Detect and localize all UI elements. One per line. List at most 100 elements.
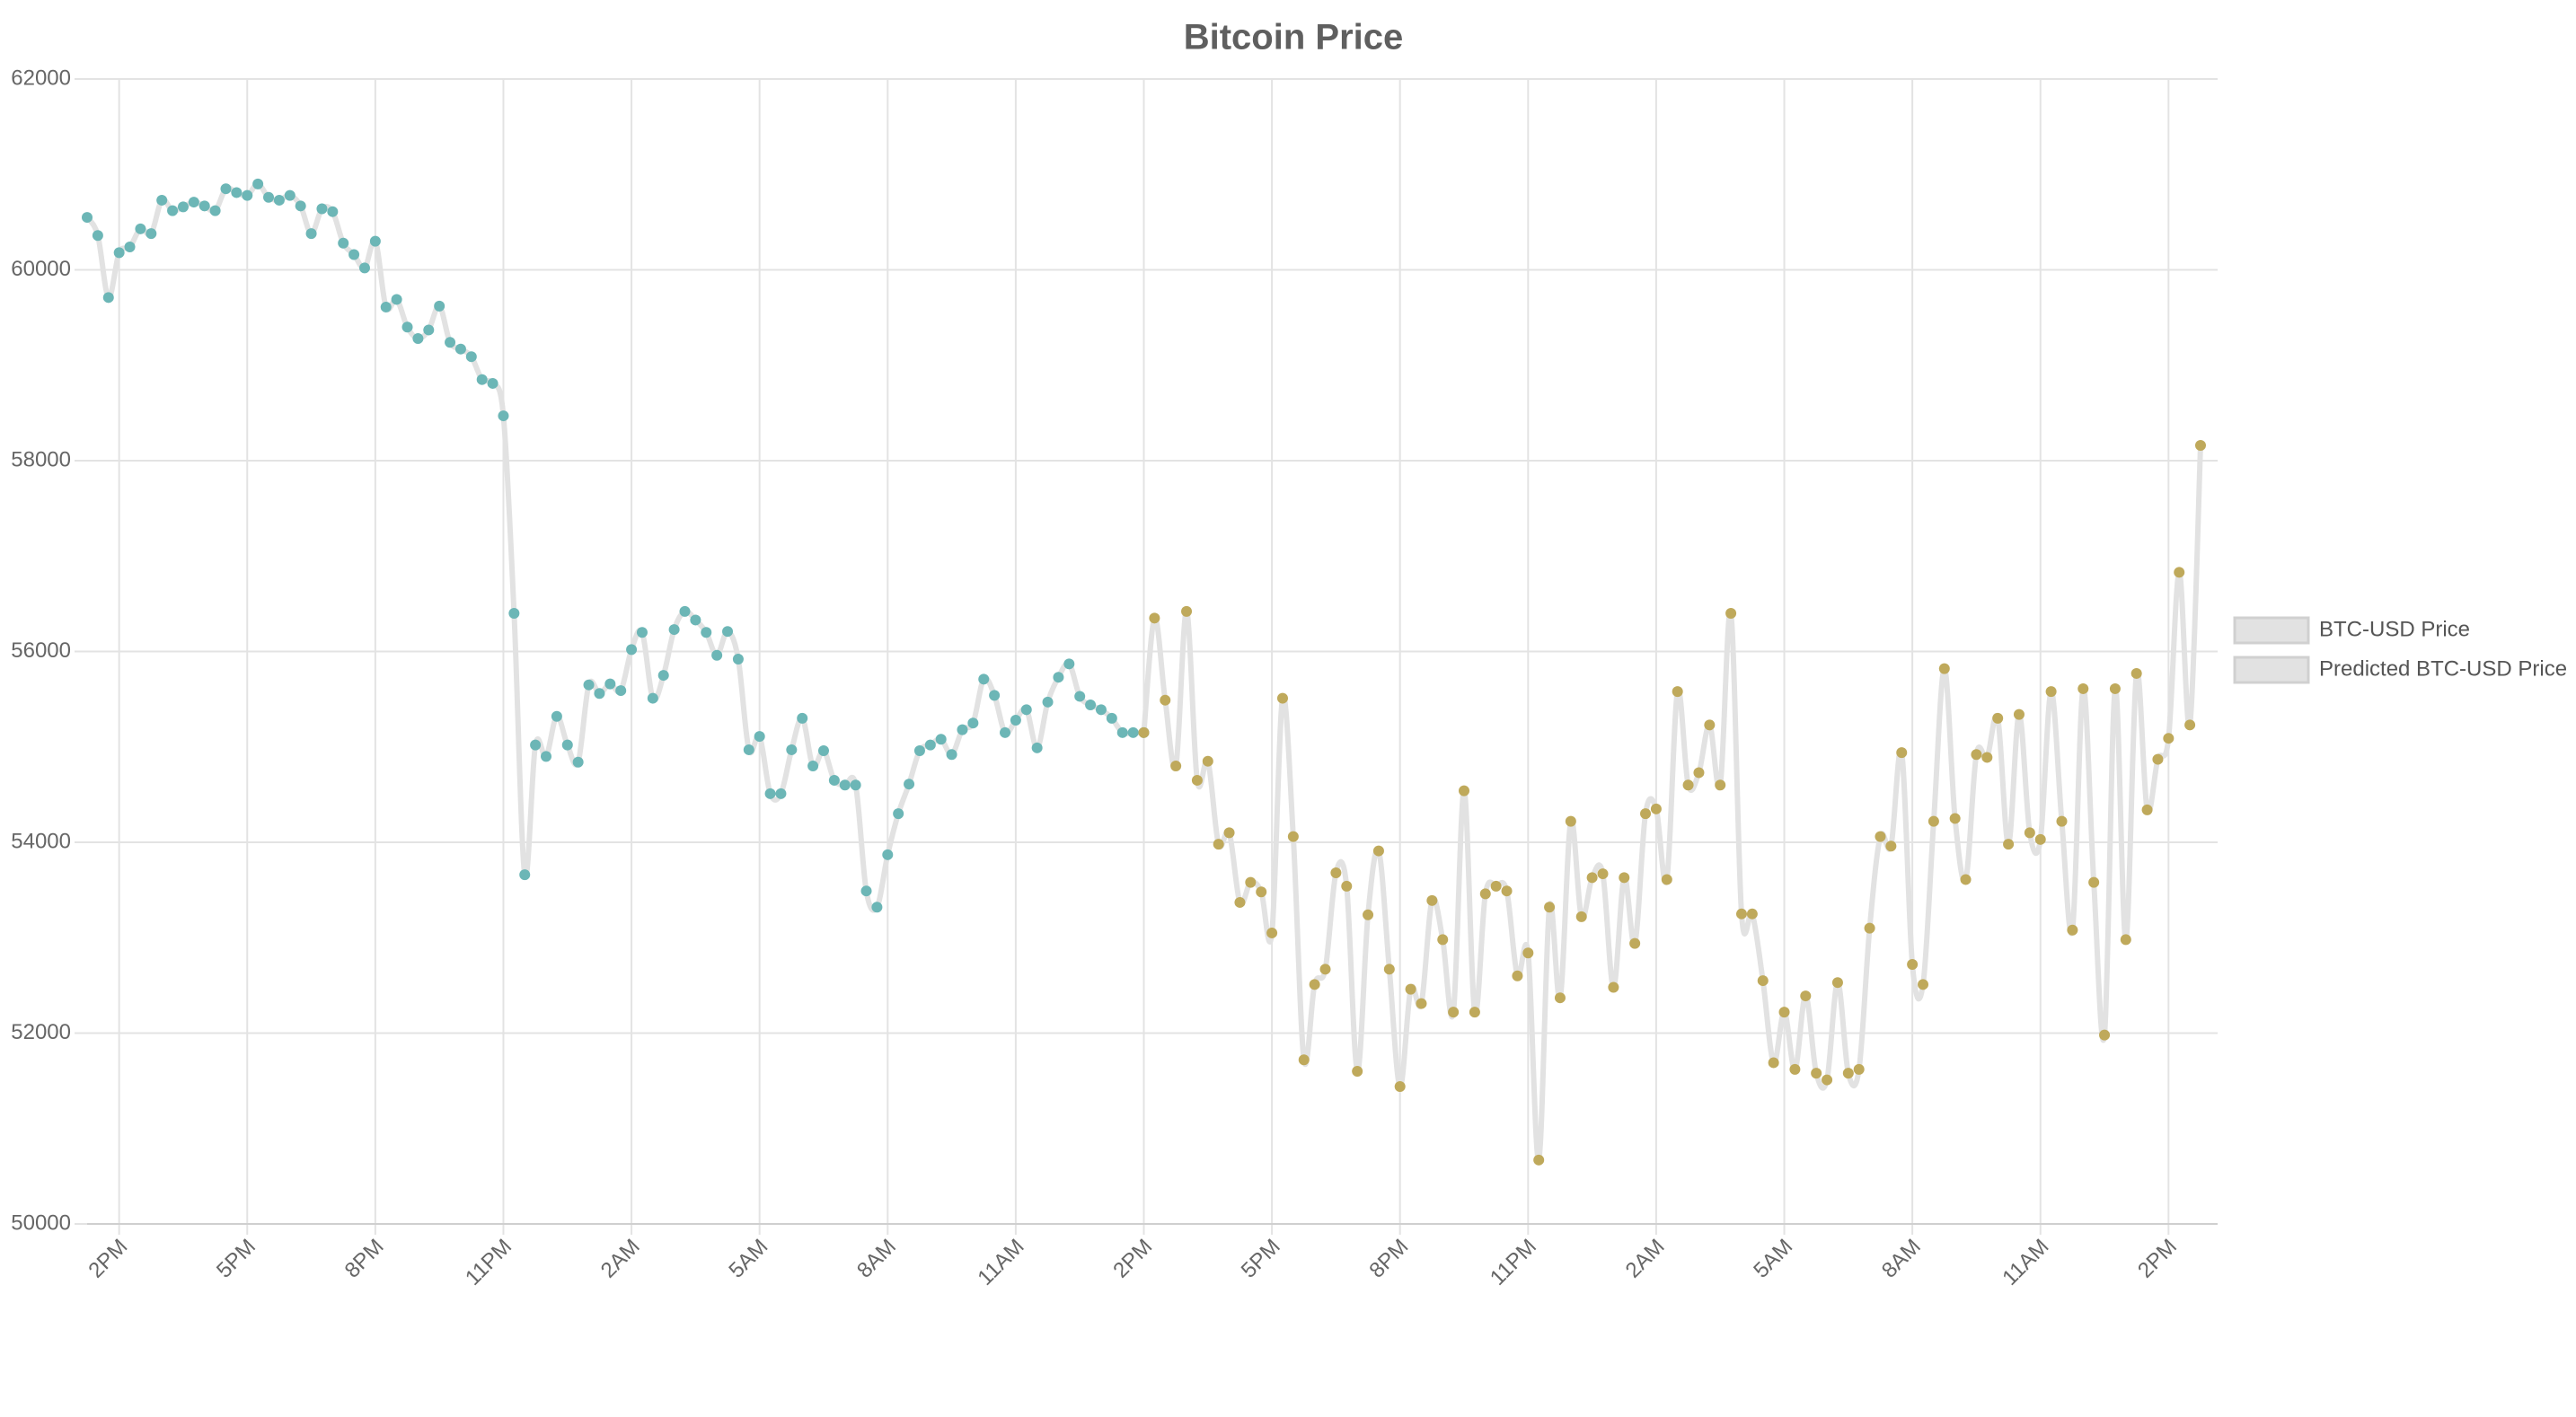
data-point xyxy=(679,605,691,617)
data-point xyxy=(445,337,456,348)
data-point xyxy=(1363,909,1374,920)
data-point xyxy=(188,197,199,208)
y-tick-label: 62000 xyxy=(11,66,71,90)
data-point xyxy=(82,212,93,224)
data-point xyxy=(358,262,370,274)
data-point xyxy=(775,788,787,799)
data-point xyxy=(1160,694,1171,706)
y-tick-label: 54000 xyxy=(11,829,71,853)
x-tick-label: 8PM xyxy=(1364,1235,1413,1283)
data-point xyxy=(1330,867,1342,878)
data-point xyxy=(1276,692,1288,704)
data-point xyxy=(1416,998,1427,1009)
data-point xyxy=(764,788,776,799)
data-point xyxy=(2174,567,2185,578)
data-point xyxy=(850,779,861,791)
data-point xyxy=(1448,1007,1460,1018)
data-point xyxy=(2163,733,2175,744)
data-point xyxy=(1533,1154,1545,1166)
data-point xyxy=(1735,908,1747,920)
data-point xyxy=(1885,841,1897,852)
data-point xyxy=(551,710,562,722)
x-tick-label: 8PM xyxy=(340,1235,389,1283)
data-point xyxy=(1437,934,1449,946)
data-point xyxy=(1191,774,1203,786)
data-point xyxy=(530,739,542,751)
data-point xyxy=(1000,726,1011,738)
data-point xyxy=(860,885,872,897)
data-point xyxy=(668,624,680,636)
data-point xyxy=(572,756,584,768)
data-point xyxy=(102,292,114,304)
x-tick-label: 2PM xyxy=(84,1235,132,1283)
data-point xyxy=(1640,808,1652,820)
data-point xyxy=(1138,726,1150,738)
series-line xyxy=(84,180,1144,913)
data-point xyxy=(1095,704,1107,716)
data-point xyxy=(732,654,744,664)
data-point xyxy=(220,183,232,195)
data-point xyxy=(2130,667,2142,679)
data-point xyxy=(1266,927,1278,938)
data-point xyxy=(1918,979,1929,990)
data-point xyxy=(1106,712,1117,724)
data-point xyxy=(1309,979,1320,990)
data-point xyxy=(978,673,990,685)
data-point xyxy=(1074,691,1086,702)
data-point xyxy=(263,191,275,203)
data-point xyxy=(1245,876,1257,888)
data-point xyxy=(1501,885,1513,897)
y-tick-label: 50000 xyxy=(11,1210,71,1235)
data-point xyxy=(231,187,243,198)
data-point xyxy=(124,242,136,252)
data-point xyxy=(1650,803,1662,814)
data-point xyxy=(1512,970,1523,981)
x-tick-label: 5PM xyxy=(1237,1235,1285,1283)
data-point xyxy=(273,194,285,206)
data-point xyxy=(1149,612,1160,624)
data-point xyxy=(476,374,488,385)
data-point xyxy=(92,230,103,242)
data-point xyxy=(1234,896,1246,908)
data-point xyxy=(146,228,157,240)
data-point xyxy=(1746,908,1758,920)
data-point xyxy=(2045,686,2057,698)
data-point xyxy=(2024,827,2035,839)
data-point xyxy=(1800,990,1812,1002)
data-point xyxy=(711,649,723,661)
data-point xyxy=(1768,1057,1779,1069)
data-point xyxy=(1971,749,1982,761)
data-point xyxy=(1619,872,1630,884)
data-point xyxy=(1042,696,1054,708)
x-tick-label: 11AM xyxy=(1998,1235,2053,1290)
data-point xyxy=(1170,761,1182,771)
data-point xyxy=(1394,1081,1406,1092)
x-tick-label: 2PM xyxy=(2133,1235,2182,1283)
data-point xyxy=(1469,1007,1480,1018)
data-point xyxy=(817,745,829,756)
data-point xyxy=(2034,833,2046,845)
data-point xyxy=(380,301,392,312)
data-point xyxy=(284,189,296,201)
data-point xyxy=(454,343,466,355)
chart-title: Bitcoin Price xyxy=(1184,18,1404,57)
legend-label: BTC-USD Price xyxy=(2319,617,2470,641)
data-point xyxy=(167,205,179,216)
x-tick-label: 5PM xyxy=(212,1235,260,1283)
data-point xyxy=(871,902,883,913)
data-point xyxy=(1202,755,1213,767)
data-point xyxy=(690,614,701,626)
data-point xyxy=(1256,886,1267,898)
data-point xyxy=(1896,747,1908,759)
data-point xyxy=(1682,779,1694,791)
data-point xyxy=(1928,815,1939,827)
data-point xyxy=(2099,1029,2111,1041)
data-point xyxy=(1693,767,1705,779)
data-point xyxy=(1981,752,1993,763)
y-tick-label: 56000 xyxy=(11,638,71,663)
data-point xyxy=(1031,742,1043,753)
data-point xyxy=(1459,785,1470,797)
data-point xyxy=(1565,815,1576,827)
